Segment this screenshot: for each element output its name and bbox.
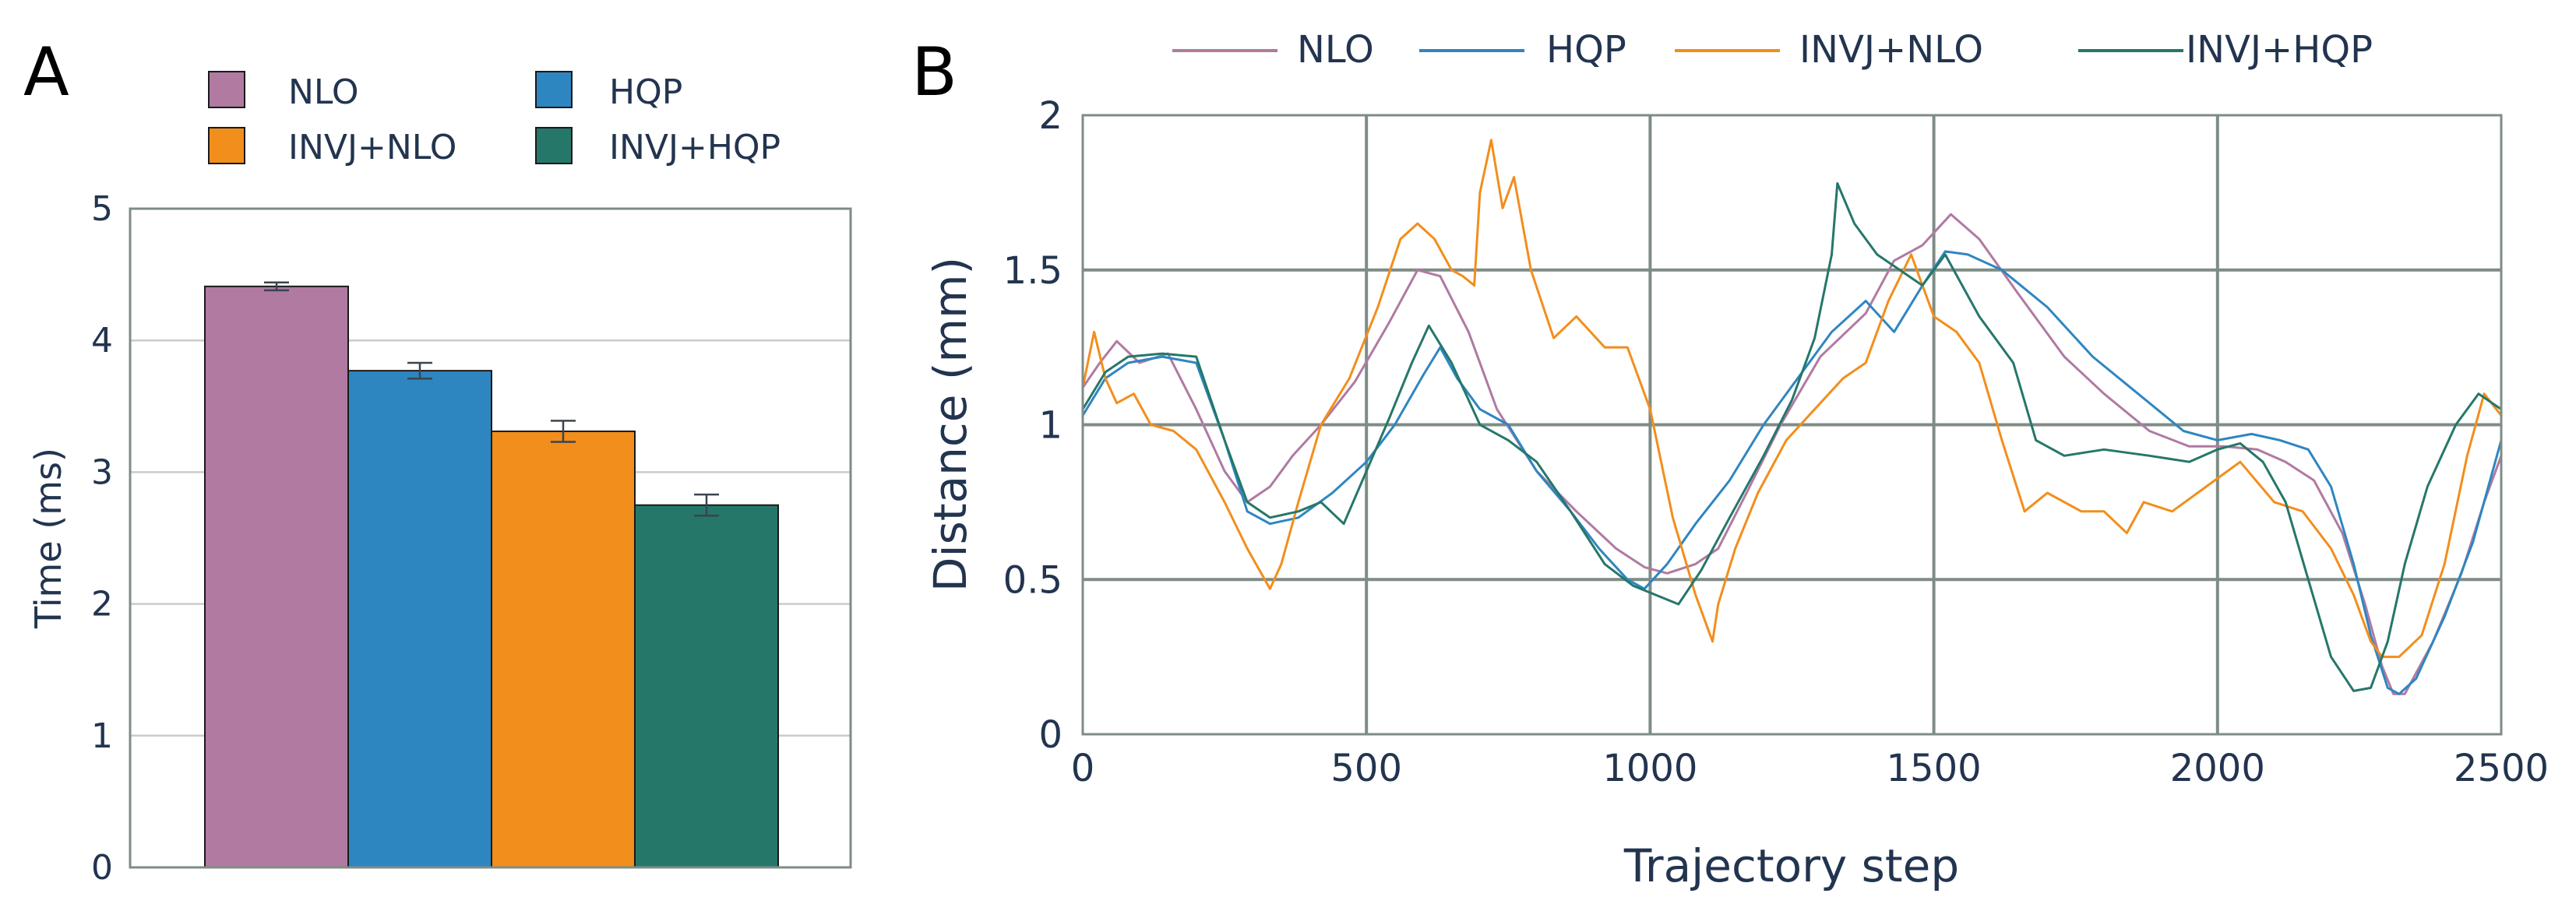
line-xtick-label: 500 [1330, 747, 1402, 790]
legend-a: NLO HQP INVJ+NLO INVJ+HQP [208, 71, 781, 167]
legend-a-swatch-hqp [535, 71, 573, 108]
bar-chart-bars [204, 281, 779, 868]
line-chart-series [1081, 139, 2503, 695]
error-bar-invj-nlo [551, 420, 576, 443]
bar-invj-nlo [491, 430, 636, 868]
legend-b-label-invj-hqp: INVJ+HQP [2186, 28, 2373, 72]
line-chart-ylabel: Distance (mm) [924, 257, 977, 592]
bar-ytick-label: 2 [91, 585, 113, 624]
bar-ytick-label: 1 [91, 716, 113, 756]
series-line-invj-hqp [1081, 182, 2503, 692]
line-ytick-label: 1 [1038, 404, 1062, 448]
line-ytick-label: 0 [1038, 713, 1062, 757]
series-line-hqp [1081, 250, 2503, 695]
error-bar-hqp [407, 361, 432, 380]
legend-a-label-invj-nlo: INVJ+NLO [288, 128, 456, 167]
line-xtick-label: 1500 [1887, 747, 1982, 790]
line-chart-xlabel: Trajectory step [1623, 839, 1959, 892]
legend-a-label-hqp: HQP [609, 72, 682, 112]
legend-a-swatch-invj-nlo [208, 127, 245, 164]
legend-a-label-invj-hqp: INVJ+HQP [609, 128, 781, 167]
bar-chart-frame [129, 207, 852, 869]
line-chart-frame [1081, 114, 2503, 736]
error-bar-invj-hqp [694, 493, 719, 517]
legend-a-swatch-invj-hqp [535, 127, 573, 164]
line-chart-grid [1083, 115, 2501, 734]
series-line-nlo [1081, 213, 2503, 695]
line-ytick-label: 0.5 [1003, 558, 1062, 602]
legend-b-label-hqp: HQP [1546, 28, 1626, 72]
line-chart-xticks: 0 500 1000 1500 2000 2500 [1071, 747, 2549, 790]
bar-invj-hqp [634, 504, 779, 868]
error-bar-nlo [264, 281, 289, 292]
bar-chart-yticks: 0 1 2 3 4 5 [91, 189, 113, 888]
bar-ytick-label: 4 [91, 321, 113, 361]
bar-ytick-label: 0 [91, 848, 113, 888]
bar-hqp [347, 370, 492, 868]
legend-b-label-invj-nlo: INVJ+NLO [1799, 28, 1983, 72]
legend-a-label-nlo: NLO [288, 72, 359, 112]
line-xtick-label: 2500 [2454, 747, 2549, 790]
series-line-invj-nlo [1081, 139, 2503, 659]
panel-b-label: B [911, 33, 957, 111]
line-chart-yticks: 0 0.5 1 1.5 2 [1003, 94, 1062, 757]
bar-chart-ylabel: Time (ms) [27, 448, 69, 629]
line-xtick-label: 2000 [2170, 747, 2265, 790]
line-ytick-label: 1.5 [1003, 249, 1062, 293]
bar-chart: 0 1 2 3 4 5 Time (ms) [27, 189, 852, 888]
bar-ytick-label: 3 [91, 452, 113, 492]
line-xtick-label: 1000 [1602, 747, 1697, 790]
legend-b: NLO HQP INVJ+NLO INVJ+HQP [1172, 28, 2373, 72]
line-xtick-label: 0 [1071, 747, 1095, 790]
line-chart: 0 0.5 1 1.5 2 0 500 1000 1500 2000 2500 Trajector… [924, 94, 2549, 892]
legend-b-label-nlo: NLO [1297, 28, 1374, 72]
line-ytick-label: 2 [1038, 94, 1062, 138]
bar-nlo [204, 285, 349, 868]
bar-ytick-label: 5 [91, 189, 113, 229]
panel-a-label: A [23, 33, 69, 111]
legend-a-swatch-nlo [208, 71, 245, 108]
